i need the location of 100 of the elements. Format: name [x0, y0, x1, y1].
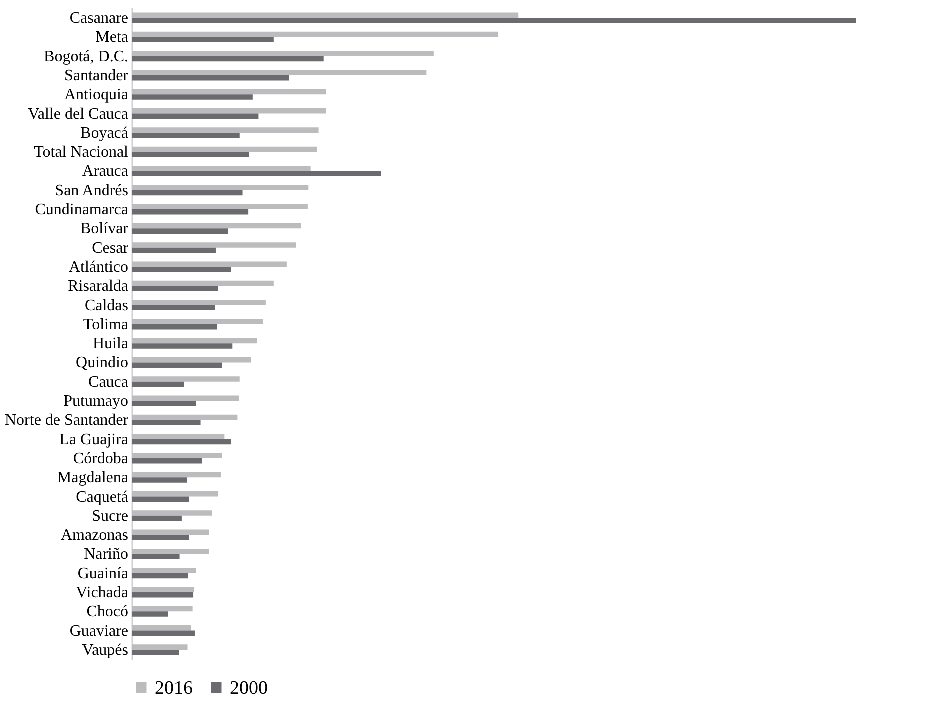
y-tick-label: Guaviare — [70, 622, 128, 640]
bar — [132, 18, 856, 24]
bar — [132, 344, 233, 349]
bar — [132, 650, 180, 656]
y-tick-label: Sucre — [92, 508, 128, 525]
bar — [132, 56, 324, 62]
y-tick-label: Meta — [96, 29, 128, 46]
bar — [132, 376, 240, 382]
bar — [132, 248, 216, 254]
bar — [132, 414, 238, 420]
bar — [132, 324, 218, 330]
bar — [132, 76, 290, 81]
y-tick-label: Risaralda — [68, 278, 128, 296]
bar — [132, 300, 266, 306]
y-tick-label: Amazonas — [60, 527, 128, 544]
bar — [132, 185, 309, 190]
bar — [132, 362, 222, 368]
bar — [132, 612, 168, 617]
bar — [132, 152, 250, 158]
bar — [132, 630, 195, 636]
y-tick-label: San Andrés — [55, 182, 128, 200]
bar — [132, 458, 202, 464]
y-tick-label: La Guajira — [60, 431, 128, 448]
y-tick-label: Caldas — [84, 297, 128, 314]
y-tick-label: Casanare — [70, 10, 128, 28]
bar — [132, 606, 193, 612]
bar — [132, 242, 296, 248]
bar — [132, 190, 243, 196]
bar — [132, 478, 188, 483]
bar — [132, 305, 216, 311]
bar — [132, 286, 218, 292]
bar — [132, 548, 210, 554]
bar — [132, 496, 190, 502]
y-tick-label: Antioquia — [64, 86, 128, 104]
bar — [132, 357, 252, 363]
bar — [132, 32, 498, 38]
y-tick-label: Guainía — [78, 565, 128, 582]
bar — [132, 94, 253, 100]
y-tick-label: Tolima — [83, 316, 128, 334]
y-tick-label: Valle del Cauca — [28, 106, 128, 123]
bar — [132, 132, 240, 138]
bar — [132, 338, 258, 344]
bar — [132, 319, 264, 324]
y-tick-label: Quindio — [76, 354, 128, 372]
bar — [132, 573, 188, 579]
y-tick-label: Cauca — [88, 374, 128, 391]
bar — [132, 382, 184, 388]
y-tick-label: Chocó — [86, 604, 128, 621]
bar — [132, 472, 222, 478]
bar — [132, 396, 240, 402]
y-tick-label: Vaupés — [82, 642, 128, 659]
bar — [132, 114, 259, 120]
bar — [132, 228, 228, 234]
legend-label: 2000 — [230, 678, 268, 699]
bar — [132, 204, 308, 210]
bar — [132, 171, 382, 177]
bar — [132, 146, 318, 152]
bar — [132, 530, 210, 536]
y-tick-label: Bolívar — [80, 220, 130, 238]
y-tick-label: Putumayo — [64, 393, 128, 410]
y-tick-label: Santander — [64, 68, 130, 84]
bar — [132, 587, 194, 592]
bar — [132, 453, 222, 458]
bar — [132, 491, 218, 497]
y-tick-label: Córdoba — [73, 450, 128, 468]
bar — [132, 266, 232, 272]
bar — [132, 70, 427, 76]
y-tick-label: Bogotá, D.C. — [44, 48, 128, 66]
y-tick-label: Cundinamarca — [35, 202, 128, 219]
y-tick-label: Total Nacional — [34, 144, 130, 162]
bar — [132, 434, 225, 440]
bar — [132, 210, 249, 215]
bar — [132, 516, 182, 522]
bar — [132, 280, 274, 286]
y-tick-label: Huila — [92, 336, 128, 353]
bar — [132, 128, 319, 133]
bar — [132, 644, 188, 650]
bar — [132, 166, 311, 172]
bar — [132, 510, 212, 516]
y-tick-label: Caquetá — [76, 488, 128, 506]
bar — [132, 420, 201, 426]
y-tick-label: Vichada — [76, 584, 128, 602]
y-tick-label: Arauca — [82, 163, 128, 180]
bar — [132, 535, 190, 540]
bar — [132, 439, 232, 445]
legend-label: 2016 — [155, 678, 193, 699]
y-tick-label: Norte de Santander — [4, 412, 130, 430]
y-tick-label: Nariño — [84, 546, 128, 564]
bar — [132, 223, 302, 229]
bar — [132, 262, 287, 267]
y-tick-label: Cesar — [92, 240, 130, 257]
y-tick-label: Magdalena — [57, 470, 128, 487]
bar — [132, 51, 434, 56]
bar — [132, 89, 326, 95]
y-tick-label: Boyacá — [80, 124, 128, 142]
y-tick-label: Atlántico — [68, 258, 128, 276]
bar — [132, 554, 180, 560]
bar — [132, 108, 326, 114]
bar — [132, 568, 196, 574]
bar — [132, 401, 196, 406]
